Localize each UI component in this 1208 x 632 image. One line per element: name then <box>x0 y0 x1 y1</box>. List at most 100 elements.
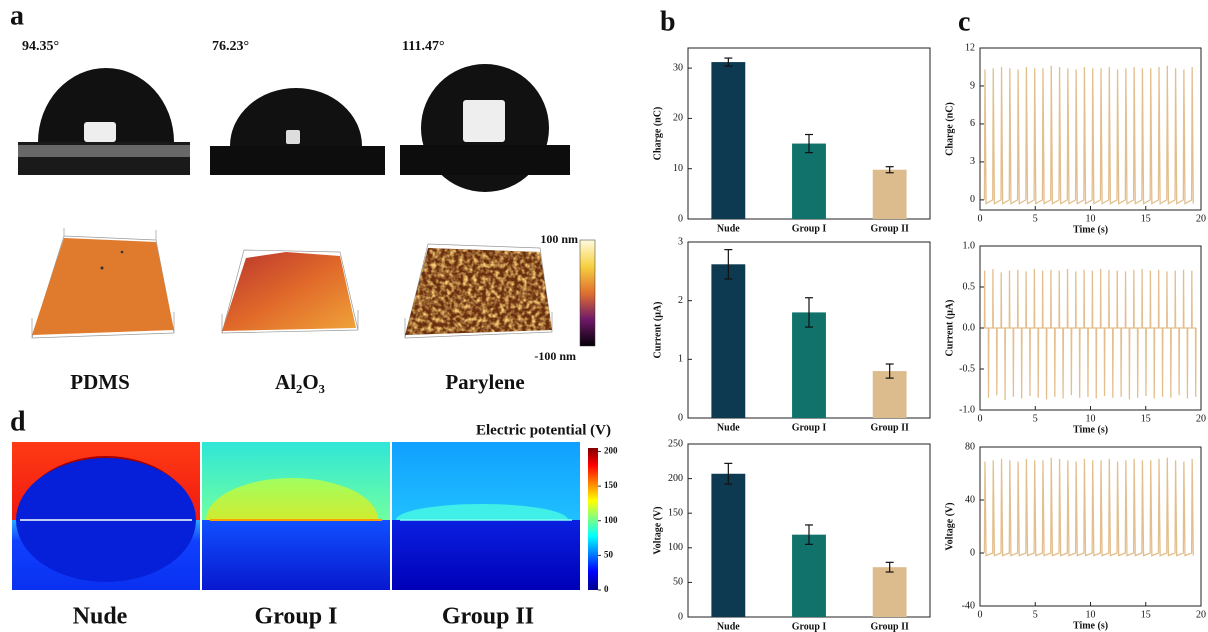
x-tick-label: 20 <box>1196 413 1206 424</box>
y-axis-label: Current (μA) <box>944 300 955 357</box>
x-tick-label: Group II <box>870 422 909 433</box>
y-tick-label: 9 <box>970 80 975 91</box>
y-axis-label: Voltage (V) <box>944 502 955 550</box>
y-tick-label: 50 <box>673 577 683 588</box>
signal-line <box>983 268 1197 401</box>
potential-map <box>12 442 200 590</box>
y-tick-label: 0 <box>970 194 975 205</box>
x-tick-label: 5 <box>1033 413 1038 424</box>
y-tick-label: 1 <box>678 354 683 365</box>
y-tick-label: 250 <box>668 438 683 449</box>
x-tick-label: Nude <box>717 223 740 234</box>
y-tick-label: 40 <box>965 494 975 505</box>
contact-angle: 94.35° <box>22 39 59 54</box>
y-tick-label: 20 <box>673 113 683 124</box>
y-tick-label: -40 <box>962 600 975 611</box>
y-tick-label: 100 <box>668 542 683 553</box>
y-tick-label: 30 <box>673 62 683 73</box>
x-tick-label: 5 <box>1033 213 1038 224</box>
y-tick-label: 0 <box>970 547 975 558</box>
y-axis-label: Charge (nC) <box>652 107 663 161</box>
droplet-image <box>210 88 385 175</box>
x-tick-label: 20 <box>1196 213 1206 224</box>
y-tick-label: 10 <box>673 163 683 174</box>
y-tick-label: 0 <box>678 213 683 224</box>
x-tick-label: 5 <box>1033 609 1038 620</box>
colorbar-tick-label: 50 <box>604 549 614 559</box>
x-tick-label: Group I <box>792 621 827 632</box>
bar <box>792 534 826 617</box>
panel-label: b <box>660 6 676 37</box>
y-tick-label: 80 <box>965 441 975 452</box>
contact-angle: 111.47° <box>402 39 445 54</box>
x-tick-label: 0 <box>978 213 983 224</box>
potential-map <box>202 442 390 590</box>
colorbar-tick-label: 150 <box>604 480 618 490</box>
y-tick-label: 200 <box>668 473 683 484</box>
sample-name: Nude <box>73 604 128 630</box>
y-tick-label: 0 <box>678 611 683 622</box>
x-tick-label: 10 <box>1086 609 1096 620</box>
x-tick-label: 20 <box>1196 609 1206 620</box>
sample-name: PDMS <box>70 370 130 394</box>
plot-frame <box>979 47 1202 211</box>
bar <box>872 371 907 418</box>
bar <box>792 312 826 418</box>
x-tick-label: 15 <box>1141 213 1151 224</box>
y-tick-label: 150 <box>668 507 683 518</box>
x-tick-label: 10 <box>1086 213 1096 224</box>
y-tick-label: 0.0 <box>963 322 976 333</box>
panel-label: c <box>958 6 970 37</box>
y-tick-label: 6 <box>970 118 975 129</box>
x-tick-label: Nude <box>717 422 740 433</box>
colorbar-tick-label: 0 <box>604 584 609 594</box>
x-tick-label: 0 <box>978 609 983 620</box>
x-tick-label: 10 <box>1086 413 1096 424</box>
potential-map <box>392 442 580 590</box>
x-tick-label: Group I <box>792 422 827 433</box>
y-tick-label: -0.5 <box>959 363 975 374</box>
bar <box>711 264 746 418</box>
x-tick-label: 0 <box>978 413 983 424</box>
x-axis-label: Time (s) <box>1073 424 1108 435</box>
droplet-image <box>400 64 570 192</box>
colorbar-label: 100 nm <box>540 232 578 246</box>
height-colorbar <box>579 239 596 347</box>
bar <box>711 62 746 219</box>
y-tick-label: 3 <box>970 156 975 167</box>
droplet-image <box>18 68 190 175</box>
y-axis-label: Current (μA) <box>652 302 663 359</box>
x-tick-label: Group II <box>870 223 909 234</box>
signal-line <box>983 65 1194 205</box>
bar <box>872 169 907 219</box>
y-tick-label: -1.0 <box>959 404 975 415</box>
sample-name: Parylene <box>445 370 524 394</box>
afm-image <box>31 228 175 339</box>
x-axis-label: Time (s) <box>1073 224 1108 235</box>
y-axis-label: Charge (nC) <box>944 102 955 156</box>
y-tick-label: 1.0 <box>963 240 976 251</box>
x-axis-label: Time (s) <box>1073 620 1108 631</box>
panel-label: a <box>10 0 24 31</box>
y-tick-label: 2 <box>678 295 683 306</box>
contact-angle: 76.23° <box>212 39 249 54</box>
bar <box>792 143 826 219</box>
x-tick-label: 15 <box>1141 609 1151 620</box>
bar <box>711 473 746 617</box>
x-tick-label: Nude <box>717 621 740 632</box>
colorbar-tick-label: 100 <box>604 515 618 525</box>
potential-colorbar <box>588 448 598 590</box>
y-axis-label: Voltage (V) <box>652 506 663 554</box>
x-tick-label: Group II <box>870 621 909 632</box>
sample-name: Group II <box>442 604 534 630</box>
bar <box>872 567 907 617</box>
afm-image <box>404 243 553 339</box>
y-tick-label: 0.5 <box>963 281 976 292</box>
sample-name: Al₂O₃ <box>275 370 325 394</box>
plot-frame <box>979 446 1202 607</box>
panel-label: d <box>10 406 26 437</box>
x-tick-label: Group I <box>792 223 827 234</box>
colorbar-label: -100 nm <box>534 349 576 363</box>
y-tick-label: 3 <box>678 236 683 247</box>
